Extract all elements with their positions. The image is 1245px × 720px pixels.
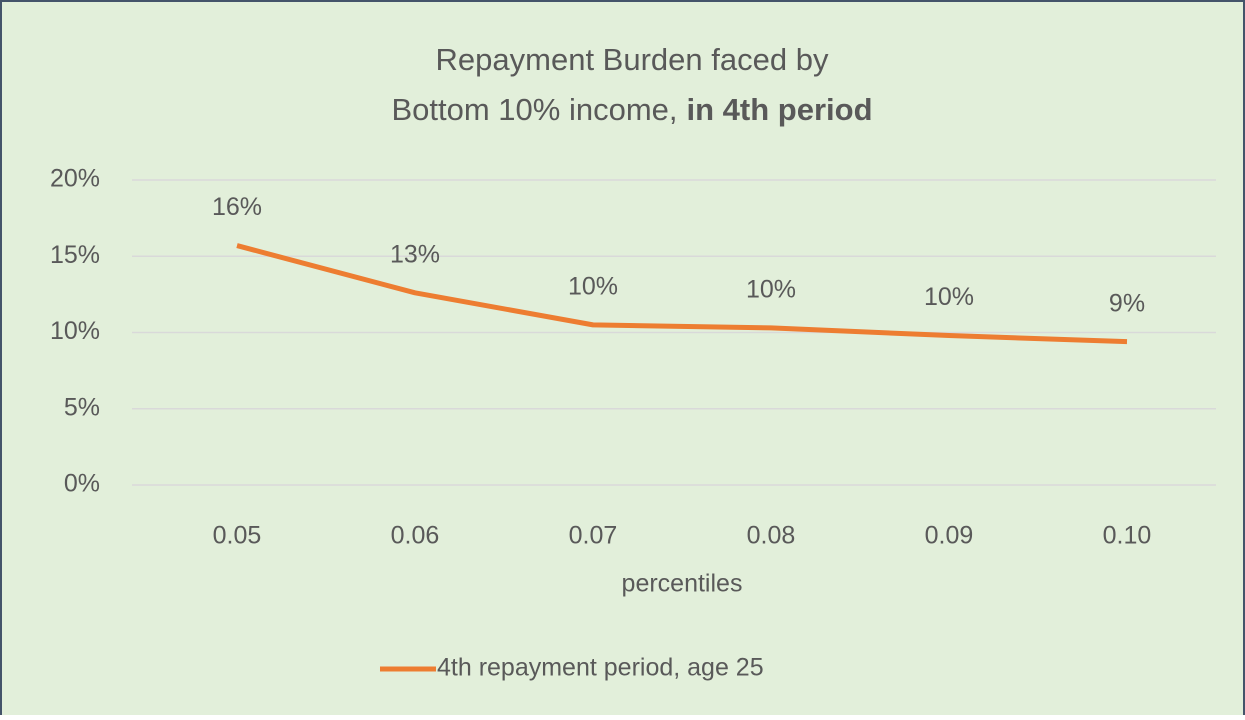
legend-label: 4th repayment period, age 25 — [437, 654, 764, 682]
chart-title-emphasis: in 4th period — [687, 92, 873, 127]
data-label: 10% — [924, 283, 974, 311]
data-label: 9% — [1109, 289, 1145, 317]
y-tick-label: 5% — [64, 393, 100, 421]
chart-title: Bottom 10% income, in 4th period — [391, 92, 872, 127]
data-label: 10% — [568, 272, 618, 300]
y-tick-label: 15% — [50, 241, 100, 269]
data-label: 13% — [390, 240, 440, 268]
x-tick-label: 0.06 — [391, 522, 440, 550]
x-tick-label: 0.10 — [1103, 522, 1152, 550]
x-tick-label: 0.05 — [213, 522, 262, 550]
x-tick-label: 0.07 — [569, 522, 618, 550]
y-tick-label: 20% — [50, 165, 100, 193]
x-tick-label: 0.08 — [747, 522, 796, 550]
x-tick-label: 0.09 — [925, 522, 974, 550]
x-axis-label: percentiles — [622, 570, 743, 598]
chart-title-line: Bottom 10% income, — [391, 92, 677, 127]
data-label: 10% — [746, 276, 796, 304]
y-tick-label: 0% — [64, 470, 100, 498]
data-label: 16% — [212, 193, 262, 221]
y-tick-label: 10% — [50, 317, 100, 345]
chart-title: Repayment Burden faced by — [436, 42, 829, 77]
data-line — [236, 243, 1128, 345]
